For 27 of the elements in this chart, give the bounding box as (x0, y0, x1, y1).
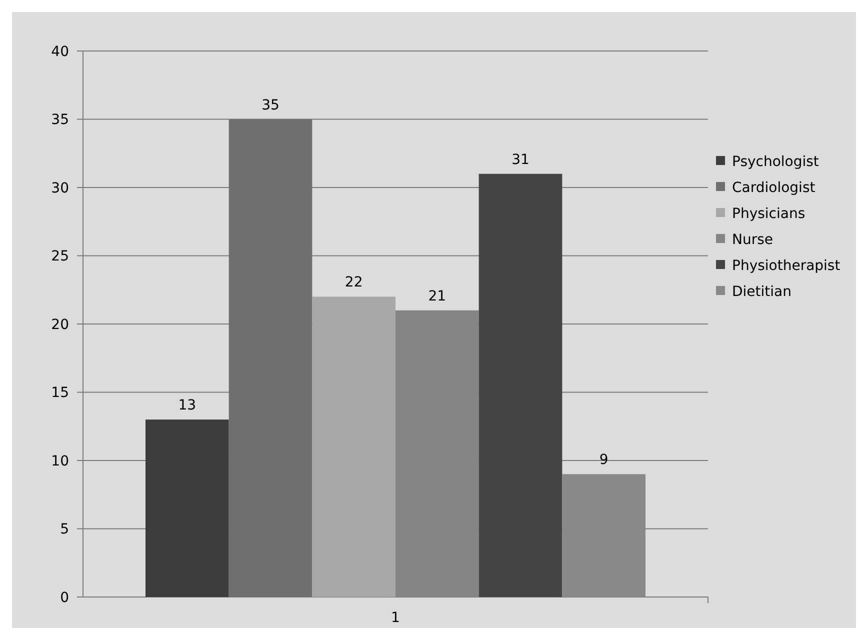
x-tick-label: 1 (391, 610, 400, 626)
data-label: 13 (178, 398, 196, 414)
y-tick-label: 30 (51, 180, 69, 196)
y-tick-label: 20 (51, 316, 69, 333)
y-tick-label: 40 (51, 44, 69, 60)
data-label: 9 (599, 452, 608, 468)
data-label: 21 (428, 288, 446, 304)
y-tick-label: 25 (51, 248, 69, 265)
data-label: 22 (344, 274, 363, 291)
legend-label: Physicians (732, 206, 806, 222)
legend-label: Physiotherapist (732, 258, 841, 274)
bar (312, 296, 396, 597)
y-tick-label: 15 (51, 385, 69, 402)
bar (478, 174, 562, 597)
bar (396, 310, 479, 597)
legend-label: Psychologist (732, 154, 820, 170)
y-tick-label: 35 (51, 112, 69, 128)
y-tick-label: 0 (60, 590, 69, 606)
bar (562, 474, 646, 597)
legend-label: Dietitian (732, 284, 792, 300)
legend-label: Nurse (732, 232, 774, 248)
data-label: 35 (262, 97, 280, 114)
legend-label: Cardiologist (732, 180, 816, 196)
y-tick-label: 10 (51, 453, 69, 470)
data-label: 31 (512, 152, 530, 168)
y-tick-label: 5 (60, 522, 69, 538)
bar (146, 420, 229, 597)
